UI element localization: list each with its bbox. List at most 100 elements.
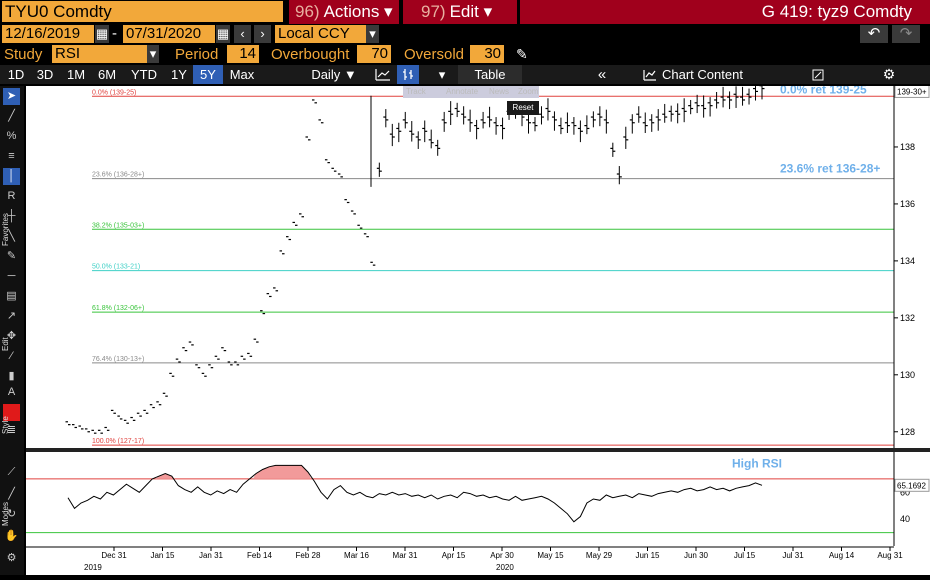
hand-icon[interactable]: ✋ [4,530,19,542]
chart-hint-bar [403,86,539,98]
settings-small-icon[interactable]: ⚙ [6,552,17,564]
chart-content-label[interactable]: Chart Content [662,67,743,82]
table-button[interactable]: Table [458,65,522,84]
move-icon[interactable]: ✥ [6,330,17,342]
trash-icon[interactable]: ▮ [8,370,15,382]
x-tick-label: Jun 30 [684,551,709,560]
measure-icon[interactable]: ⟋ [7,466,16,478]
news-hint[interactable]: News [489,87,510,96]
chart-type-chevron-down-icon[interactable]: ▾ [438,67,446,82]
ticker-field[interactable]: TYU0 Comdty [2,1,283,22]
price-bar [597,106,603,127]
prev-arrow-icon[interactable]: ‹ [234,25,251,43]
range-button-5y[interactable]: 5Y [193,65,223,84]
price-bar [266,293,272,298]
bar-chart-icon[interactable] [397,65,419,84]
flat-line-icon[interactable]: ─ [7,270,16,282]
mode-icon[interactable]: ╱ [8,488,15,500]
price-bar [532,117,538,132]
price-bar [662,103,668,123]
price-bar [71,424,77,429]
vertical-line-icon[interactable]: │ [3,168,20,185]
text-icon[interactable]: A [7,386,16,398]
price-bar [370,261,376,266]
track-hint[interactable]: Track [406,87,426,96]
pen-icon[interactable]: ╲ [8,230,15,242]
price-bar [402,111,408,129]
magic-wand-icon[interactable]: ⁄ [10,350,13,362]
line-chart-icon[interactable] [372,65,394,84]
range-button-max[interactable]: Max [229,67,255,82]
oversold-field[interactable]: 30 [470,45,504,63]
x-tick-label: Jan 31 [199,551,224,560]
annotate-hint[interactable]: Annotate [446,87,479,96]
start-date-field[interactable]: 12/16/2019 [2,25,94,43]
actions-num: 96) [295,2,320,21]
chart-area[interactable]: 0.0% (139-25) 23.6% (136-28+) 38.2% (135-0… [26,75,930,575]
price-rsi-chart[interactable]: 0.0% (139-25) 23.6% (136-28+) 38.2% (135-0… [26,75,930,575]
arrow-icon[interactable]: ↗ [6,310,17,322]
price-bar [195,364,201,369]
pencil-icon[interactable]: ✎ [516,46,528,62]
edit-num: 97) [421,2,446,21]
price-bar [480,111,486,129]
start-calendar-icon[interactable]: ▦ [95,25,109,43]
next-arrow-icon[interactable]: › [254,25,271,43]
end-calendar-icon[interactable]: ▦ [216,25,230,43]
redo-icon[interactable]: ↷ [892,25,920,43]
price-bar [357,224,363,229]
range-button-ytd[interactable]: YTD [131,67,157,82]
undo-icon[interactable]: ↶ [860,25,888,43]
edit-chart-icon[interactable] [808,65,828,84]
x-tick-label: Mar 16 [344,551,369,560]
range-button-1d[interactable]: 1D [7,67,25,82]
price-bar [428,129,434,149]
frequency-select[interactable]: Daily ▼ [311,67,357,82]
range-button-1m[interactable]: 1M [66,67,86,82]
study-chevron-down-icon[interactable]: ▾ [147,45,159,63]
price-bar [733,86,739,108]
price-bar [298,213,304,218]
cursor-icon[interactable]: ➤ [3,88,20,105]
overbought-field[interactable]: 70 [357,45,391,63]
price-bar [746,88,752,105]
horizontal-icon[interactable]: ┼ [7,210,16,222]
draw-line-icon[interactable]: ╱ [8,110,15,122]
price-bar [143,409,149,414]
range-button-3d[interactable]: 3D [36,67,54,82]
price-bar [65,421,71,426]
channel-icon[interactable]: ▤ [6,290,17,302]
retracement-icon[interactable]: R [7,190,16,202]
brush-icon[interactable]: ✎ [6,250,17,262]
edit-menu[interactable]: 97) Edit ▾ [403,0,517,24]
color-swatch-icon[interactable] [3,404,20,421]
price-bar [227,361,233,366]
gear-icon[interactable]: ⚙ [882,66,896,82]
range-button-6m[interactable]: 6M [97,67,117,82]
price-bar [311,99,317,104]
collapse-left-icon[interactable]: « [597,66,607,83]
price-bar [415,131,421,149]
price-bar [175,358,181,363]
zoom-hint[interactable]: Zoom [518,87,539,96]
reset-button[interactable]: Reset [507,101,539,115]
price-bar [214,355,220,360]
study-select[interactable]: RSI [52,45,147,63]
chart-content-icon[interactable] [642,65,658,84]
fib-icon[interactable]: ≡ [8,150,15,162]
period-field[interactable]: 14 [227,45,259,63]
price-bar [331,167,337,172]
refresh-icon[interactable]: ↻ [6,508,17,520]
price-bar [577,120,583,143]
currency-select[interactable]: Local CCY [275,25,366,43]
price-bar [701,95,707,118]
x-tick-label: Jul 31 [782,551,804,560]
currency-chevron-down-icon[interactable]: ▾ [366,25,379,43]
price-bar [441,111,447,132]
range-button-1y[interactable]: 1Y [171,67,187,82]
line-style-icon[interactable]: ≣ [6,424,17,436]
actions-menu[interactable]: 96) Actions ▾ [289,0,399,24]
end-date-field[interactable]: 07/31/2020 [123,25,215,43]
percent-icon[interactable]: % [6,130,17,142]
left-sidebar: ➤ ╱ % ≡ │ R ┼ ╲ ✎ ─ ▤ ↗ ✥ ⁄ ▮ A ≣ ⟋ ╱ ↻ … [0,86,24,575]
